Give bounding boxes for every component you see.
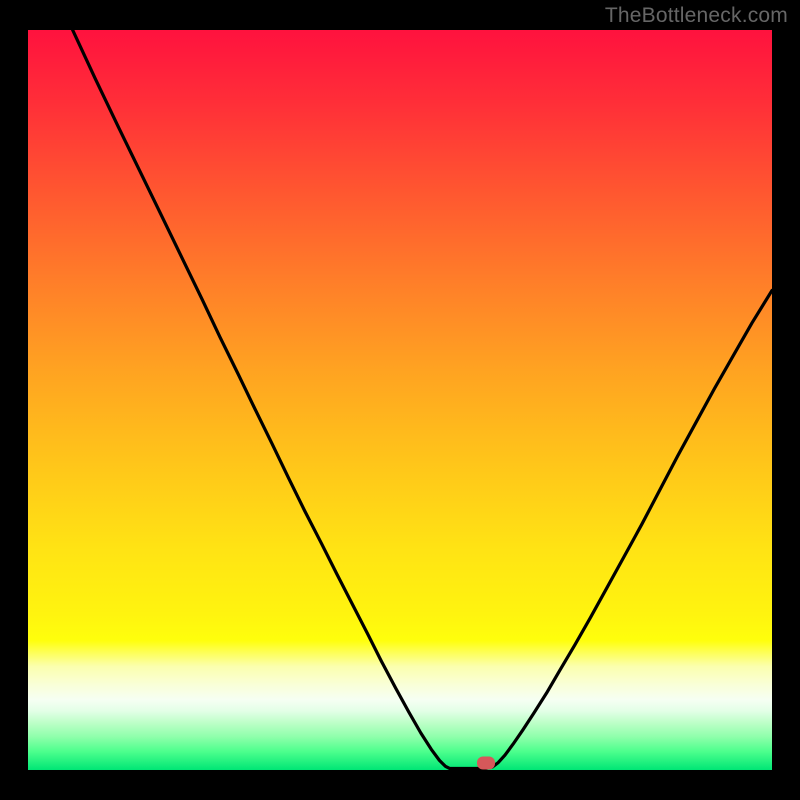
plot-background-gradient — [28, 30, 772, 770]
optimum-marker — [477, 757, 495, 770]
plot-frame — [28, 30, 772, 770]
watermark-text: TheBottleneck.com — [605, 4, 788, 28]
